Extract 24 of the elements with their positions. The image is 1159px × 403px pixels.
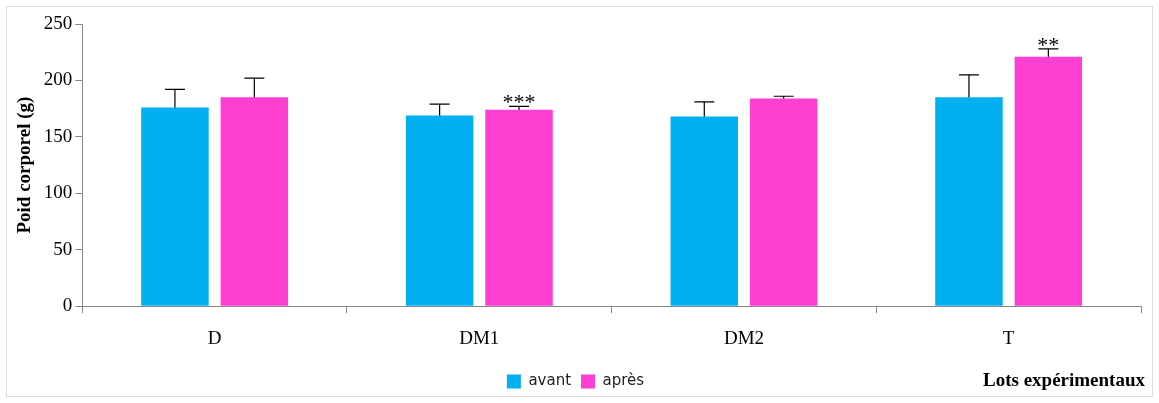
annotation: *** [502, 89, 536, 115]
x-tick-label: T [1002, 326, 1015, 348]
y-tick-label: 200 [43, 68, 73, 90]
bar [405, 115, 474, 306]
bar [141, 107, 209, 306]
x-tick-label: DM1 [459, 326, 500, 348]
annotation: ** [1037, 31, 1060, 57]
y-tick-label: 100 [43, 181, 73, 203]
x-axis-title: Lots expérimentaux [982, 368, 1146, 390]
bar [220, 97, 289, 306]
bar [1014, 56, 1083, 306]
y-tick-label: 0 [62, 294, 73, 316]
bar [749, 98, 818, 306]
legend-label: après [602, 371, 645, 390]
y-axis-title: Poid corporel (g) [13, 96, 36, 234]
y-tick-label: 250 [43, 11, 73, 33]
y-tick-label: 150 [43, 124, 73, 146]
x-tick-label: D [207, 326, 222, 348]
bar [935, 97, 1003, 306]
bar [670, 116, 739, 306]
x-tick-label: DM2 [723, 326, 765, 348]
legend-label: avant [528, 371, 572, 390]
y-tick-label: 50 [53, 237, 73, 259]
bar [485, 109, 553, 306]
